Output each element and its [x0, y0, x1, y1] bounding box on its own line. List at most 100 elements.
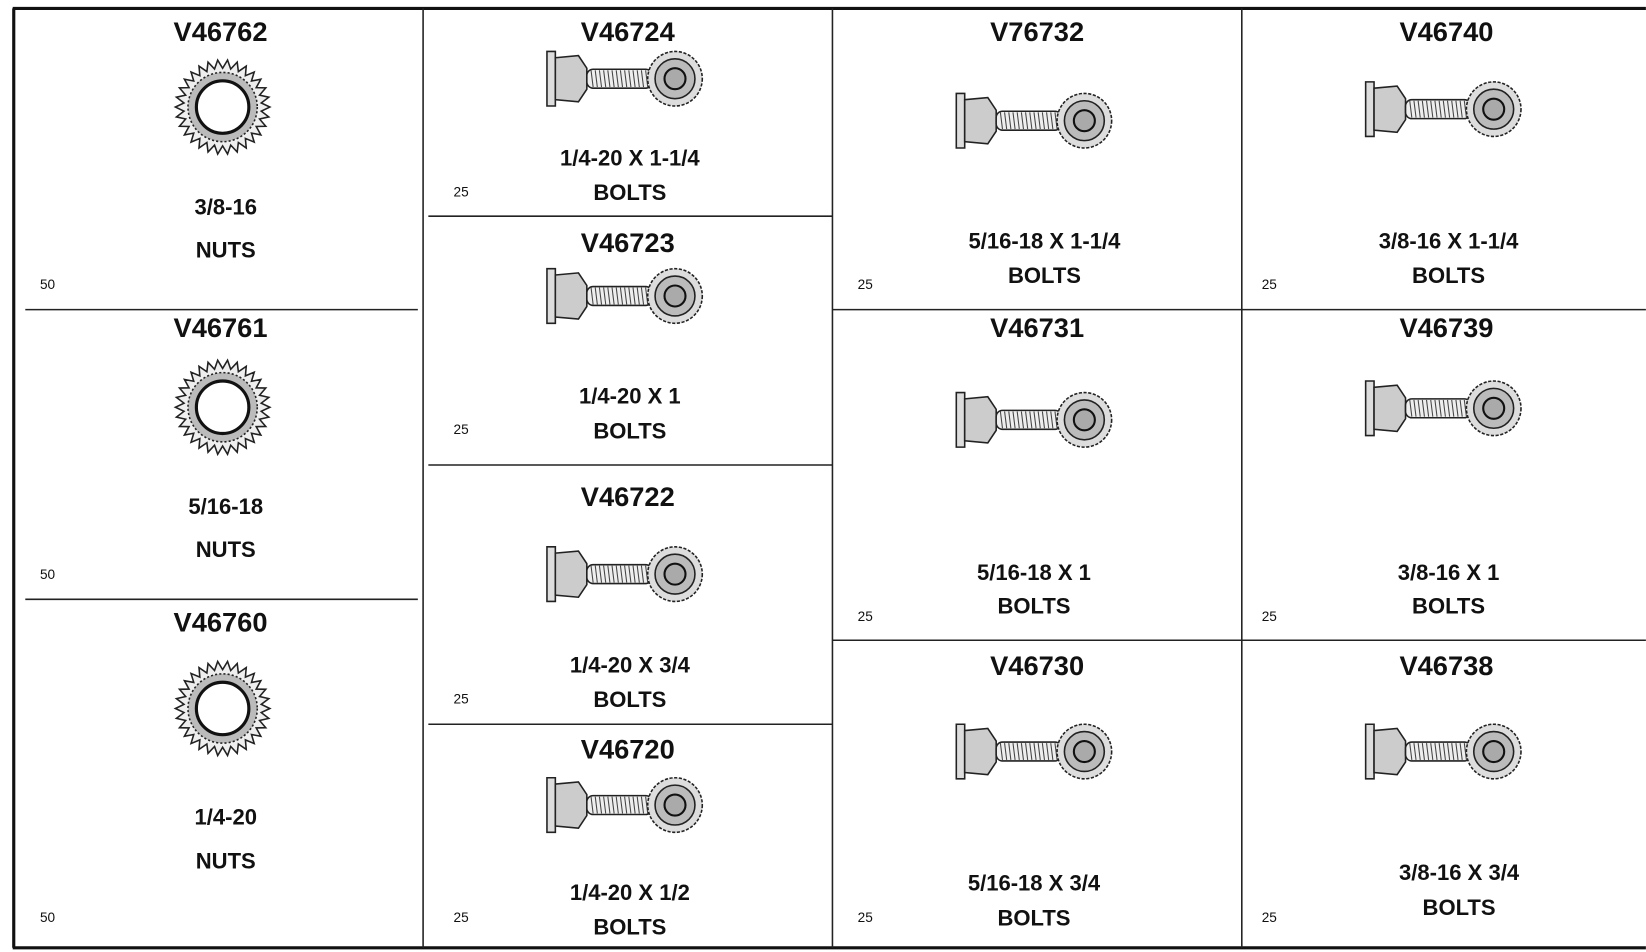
bolt-thread — [1438, 100, 1442, 118]
bolt-thread — [632, 565, 636, 583]
nut-icon — [173, 659, 272, 758]
bolt-thread — [1421, 743, 1425, 760]
part-quantity: 25 — [858, 277, 873, 292]
part-code: V46723 — [581, 227, 675, 258]
bolt-thread — [607, 70, 611, 88]
nut-icon — [173, 58, 272, 156]
bolt-thread — [999, 112, 1004, 130]
bolt-thread — [594, 565, 598, 583]
bolt-thread — [1041, 112, 1045, 130]
bolt-thread — [1455, 100, 1459, 118]
part-code: V76732 — [990, 16, 1084, 47]
bolt-thread — [1012, 743, 1016, 760]
bolt-thread — [598, 70, 603, 88]
bolt-thread — [1016, 112, 1020, 130]
bolt-thread — [1008, 411, 1012, 429]
bolt-thread — [645, 287, 649, 305]
bolt-thread — [645, 565, 649, 583]
washer-inner — [663, 67, 687, 91]
bolt-thread — [1426, 399, 1430, 417]
bolt-thread — [624, 565, 628, 583]
bolt-thread — [1442, 399, 1446, 417]
bolt-thread — [624, 70, 628, 88]
part-size: 5/16-18 X 1 — [977, 560, 1091, 585]
part-quantity: 25 — [858, 910, 873, 925]
bolt-icon — [546, 546, 704, 603]
washer-inner — [1482, 739, 1506, 764]
bolt-flange — [546, 546, 557, 603]
bolt-thread — [636, 565, 640, 583]
bolt-thread — [1016, 411, 1020, 429]
bolt-thread — [636, 70, 640, 88]
bolt-head — [1373, 384, 1407, 433]
part-type: BOLTS — [593, 915, 666, 940]
bolt-head — [963, 395, 997, 444]
bolt-thread — [628, 287, 632, 305]
part-code: V46762 — [174, 16, 268, 47]
bolt-thread — [611, 565, 615, 583]
bolt-thread — [619, 287, 624, 305]
washer-inner — [1482, 97, 1506, 121]
part-quantity: 25 — [454, 692, 469, 707]
part-size: 5/16-18 X 1-1/4 — [969, 228, 1122, 253]
part-type: BOLTS — [593, 418, 666, 443]
bolt-flange — [1364, 723, 1375, 780]
bolt-thread — [607, 796, 611, 814]
bolt-thread — [624, 287, 628, 305]
bolt-head — [554, 550, 588, 599]
part-type: BOLTS — [997, 594, 1070, 619]
nut-hole — [194, 379, 251, 436]
bolt-thread — [1033, 411, 1037, 429]
part-code: V46761 — [174, 312, 268, 343]
bolt-thread — [1451, 743, 1455, 760]
bolt-thread — [598, 565, 603, 583]
bolt-thread — [1029, 112, 1033, 130]
bolt-head — [554, 54, 588, 103]
part-type: BOLTS — [1412, 263, 1485, 288]
bolt-thread — [1426, 743, 1430, 760]
bolt-head — [963, 96, 997, 145]
part-code: V46722 — [581, 481, 675, 512]
part-code: V46730 — [990, 650, 1084, 681]
bolt-thread — [1004, 411, 1008, 429]
bolt-head — [1373, 727, 1407, 776]
bolt-flange — [1364, 81, 1375, 138]
bolt-flange — [955, 92, 966, 149]
bolt-thread — [1430, 100, 1434, 118]
bolt-thread — [619, 796, 624, 814]
bolt-thread — [1430, 399, 1434, 417]
bolt-thread — [1430, 743, 1434, 760]
part-type: BOLTS — [593, 180, 666, 205]
part-quantity: 25 — [454, 185, 469, 200]
part-quantity: 50 — [40, 277, 56, 292]
bolt-head — [963, 727, 997, 776]
bolt-thread — [1025, 112, 1029, 130]
bolt-icon — [546, 50, 704, 107]
bolt-thread — [1008, 743, 1012, 760]
bolt-thread — [645, 70, 649, 88]
part-quantity: 50 — [40, 910, 56, 925]
part-type: NUTS — [196, 849, 256, 874]
part-size: 5/16-18 X 3/4 — [968, 871, 1101, 896]
bolt-thread — [632, 70, 636, 88]
bolt-thread — [1446, 743, 1451, 760]
bolt-thread — [1050, 112, 1054, 130]
bolt-thread — [628, 70, 632, 88]
part-size: 1/4-20 X 1 — [579, 384, 681, 409]
bolt-thread — [594, 287, 598, 305]
bolt-thread — [1020, 411, 1024, 429]
bolt-flange — [1364, 380, 1375, 437]
bolt-thread — [1037, 112, 1041, 130]
bolt-thread — [1434, 743, 1438, 760]
bolt-thread — [615, 565, 619, 583]
bolt-thread — [590, 287, 594, 305]
bolt-thread — [1413, 100, 1417, 118]
part-type: BOLTS — [593, 687, 666, 712]
bolt-thread — [1054, 743, 1058, 760]
bolt-thread — [1451, 399, 1455, 417]
bolt-icon — [955, 92, 1113, 149]
bolt-icon — [546, 267, 704, 325]
bolt-icon — [955, 391, 1113, 448]
part-quantity: 25 — [1262, 910, 1277, 925]
